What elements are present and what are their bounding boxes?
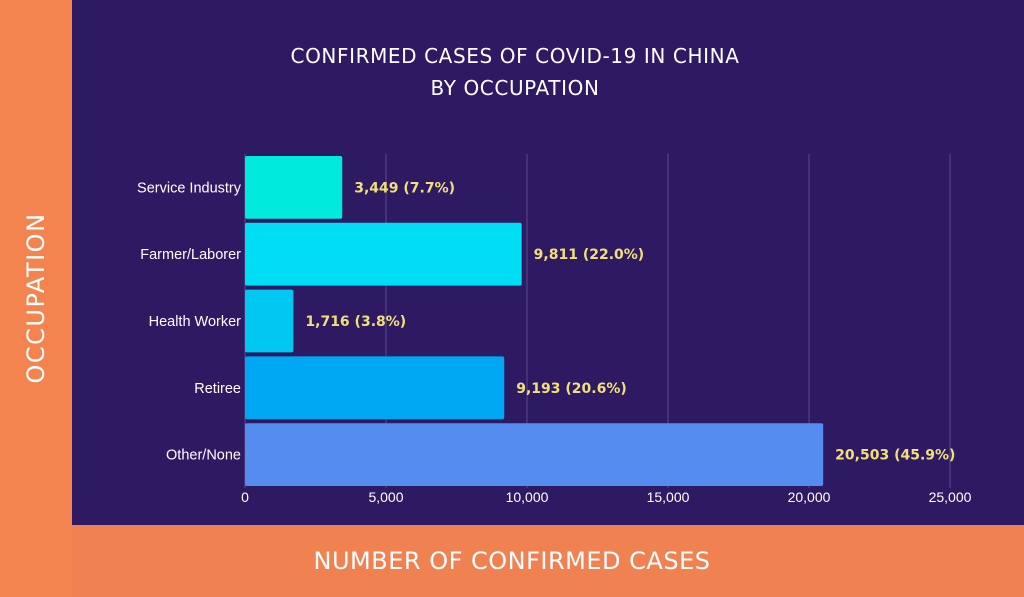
bar <box>245 423 824 486</box>
bar <box>245 222 522 286</box>
data-label: 9,811 (22.0%) <box>534 247 645 263</box>
data-label: 1,716 (3.8%) <box>305 314 406 330</box>
bottom-band <box>72 525 1024 597</box>
x-tick-labels: 0 5,000 10,000 15,000 20,000 25,000 <box>241 489 972 505</box>
data-label: 3,449 (7.7%) <box>354 180 455 196</box>
data-label: 20,503 (45.9%) <box>835 448 955 464</box>
chart-title-line-1: CONFIRMED CASES OF COVID-19 IN CHINA <box>290 44 740 68</box>
data-labels: 3,449 (7.7%) 9,811 (22.0%) 1,716 (3.8%) 9,1… <box>305 180 955 463</box>
bars <box>245 156 824 486</box>
category-label: Farmer/Laborer <box>140 247 241 263</box>
data-label: 9,193 (20.6%) <box>516 381 627 397</box>
category-label: Health Worker <box>149 314 242 330</box>
category-label: Service Industry <box>137 180 242 196</box>
chart-title-line-2: BY OCCUPATION <box>430 76 600 100</box>
x-tick-label: 0 <box>241 489 249 505</box>
category-labels: Service Industry Farmer/Laborer Health Wor… <box>137 180 242 463</box>
category-label: Other/None <box>166 448 241 464</box>
x-tick-label: 20,000 <box>788 489 831 505</box>
x-tick-label: 15,000 <box>647 489 690 505</box>
left-band <box>0 0 72 597</box>
x-tick-label: 5,000 <box>368 489 403 505</box>
bar <box>245 156 343 219</box>
bar <box>245 356 505 420</box>
chart-title: CONFIRMED CASES OF COVID-19 IN CHINA BY … <box>215 40 815 104</box>
x-tick-label: 10,000 <box>506 489 549 505</box>
bar <box>245 289 294 353</box>
x-axis-title: NUMBER OF CONFIRMED CASES <box>313 547 711 575</box>
x-tick-label: 25,000 <box>929 489 972 505</box>
category-label: Retiree <box>194 381 241 397</box>
